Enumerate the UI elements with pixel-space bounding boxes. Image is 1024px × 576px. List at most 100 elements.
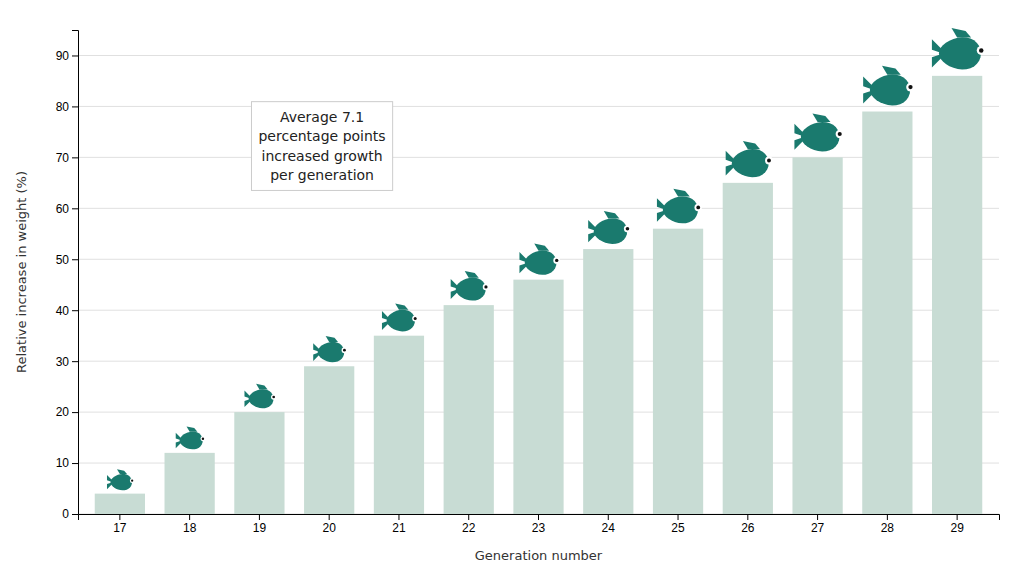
x-tick: 27: [811, 514, 825, 535]
fish-part: [882, 66, 901, 75]
grid-line: [78, 208, 999, 209]
grid-line: [78, 106, 999, 107]
fish-part: [180, 432, 203, 450]
fish-eye: [765, 157, 773, 165]
fish-part: [326, 336, 338, 342]
y-axis-title: Relative increase in weight (%): [14, 171, 29, 373]
x-tick: 24: [602, 514, 616, 535]
x-axis-line: [79, 515, 1000, 521]
y-tick-label: 80: [56, 100, 70, 114]
y-tick: 60: [56, 202, 78, 216]
fish: [176, 427, 206, 450]
fish-eye: [553, 257, 560, 264]
fish: [726, 141, 773, 177]
x-tick-mark: [259, 514, 260, 520]
fish-eye: [694, 204, 702, 212]
annotation-box: [251, 102, 392, 191]
fish-eye: [977, 46, 986, 55]
y-tick: 90: [56, 49, 78, 63]
y-tick-label: 40: [56, 304, 70, 318]
y-tick-mark: [72, 361, 78, 362]
fish-part: [456, 278, 486, 301]
y-tick: 80: [56, 100, 78, 114]
y-tick-label: 20: [56, 405, 70, 419]
x-tick-label: 24: [602, 521, 616, 535]
fish-eye: [130, 478, 135, 483]
grid: [78, 55, 999, 514]
fish: [382, 304, 418, 332]
y-tick-mark: [72, 463, 78, 464]
fish-eye: [412, 316, 418, 322]
fish-part: [812, 114, 830, 123]
bar: [444, 305, 494, 514]
fish-part: [256, 384, 268, 390]
fish-part: [801, 122, 840, 152]
x-tick: 17: [113, 514, 127, 535]
fish: [451, 271, 489, 301]
y-tick-label: 0: [62, 507, 69, 521]
x-tick-mark: [957, 514, 958, 520]
fish: [657, 189, 702, 224]
y-tick: 30: [56, 354, 78, 368]
x-tick-label: 20: [323, 521, 337, 535]
bar: [513, 280, 563, 514]
fish: [863, 66, 915, 106]
y-tick-label: 90: [56, 49, 70, 63]
annotation-line: increased growth: [262, 148, 383, 164]
x-tick-mark: [817, 514, 818, 520]
fish-pupil: [555, 259, 558, 262]
x-tick-mark: [747, 514, 748, 520]
plot: 1718192021222324252627282901020304050607…: [14, 28, 1000, 563]
annotation: Average 7.1percentage pointsincreased gr…: [251, 102, 392, 191]
x-tick-label: 17: [113, 521, 127, 535]
fish-part: [534, 244, 549, 251]
fish-pupil: [626, 227, 630, 231]
annotation-line: Average 7.1: [280, 109, 364, 125]
fish-part: [525, 251, 557, 275]
bar: [234, 412, 284, 514]
fish-part: [249, 389, 274, 408]
y-tick-label: 70: [56, 151, 70, 165]
y-tick: 40: [56, 304, 78, 318]
y-tick-label: 60: [56, 202, 70, 216]
x-tick: 29: [950, 514, 964, 535]
fish-pupil: [272, 396, 275, 399]
fish: [794, 114, 843, 152]
y-tick-mark: [72, 106, 78, 107]
fish-pupil: [838, 132, 842, 136]
fish-part: [952, 28, 972, 37]
fish: [313, 336, 347, 362]
y-tick-mark: [72, 514, 78, 515]
fish-pupil: [202, 438, 204, 440]
bar: [95, 494, 145, 514]
fish-part: [594, 218, 627, 244]
x-tick-mark: [887, 514, 888, 520]
x-axis-title: Generation number: [475, 548, 603, 563]
fish-part: [663, 196, 698, 223]
fish-pupil: [908, 85, 912, 89]
fish-eye: [624, 225, 631, 232]
y-tick: 20: [56, 405, 78, 419]
bar: [653, 229, 703, 514]
x-tick-mark: [678, 514, 679, 520]
fish-part: [732, 149, 769, 177]
fish-part: [111, 474, 132, 490]
x-tick-mark: [329, 514, 330, 520]
fish-pupil: [979, 48, 983, 52]
y-tick: 70: [56, 151, 78, 165]
y-tick-mark: [72, 310, 78, 311]
bars: [95, 76, 983, 514]
y-tick-mark: [72, 412, 78, 413]
y-tick-label: 50: [56, 253, 70, 267]
fish-part: [870, 75, 910, 106]
y-tick: 10: [56, 456, 78, 470]
y-tick-mark: [72, 55, 78, 56]
fish-part: [387, 310, 415, 332]
x-tick-label: 22: [462, 521, 476, 535]
fish-part: [318, 342, 345, 362]
x-tick-label: 28: [881, 521, 895, 535]
x-tick-label: 18: [183, 521, 197, 535]
bar: [583, 249, 633, 514]
x-tick-label: 29: [950, 521, 964, 535]
y-tick: 0: [62, 507, 78, 521]
